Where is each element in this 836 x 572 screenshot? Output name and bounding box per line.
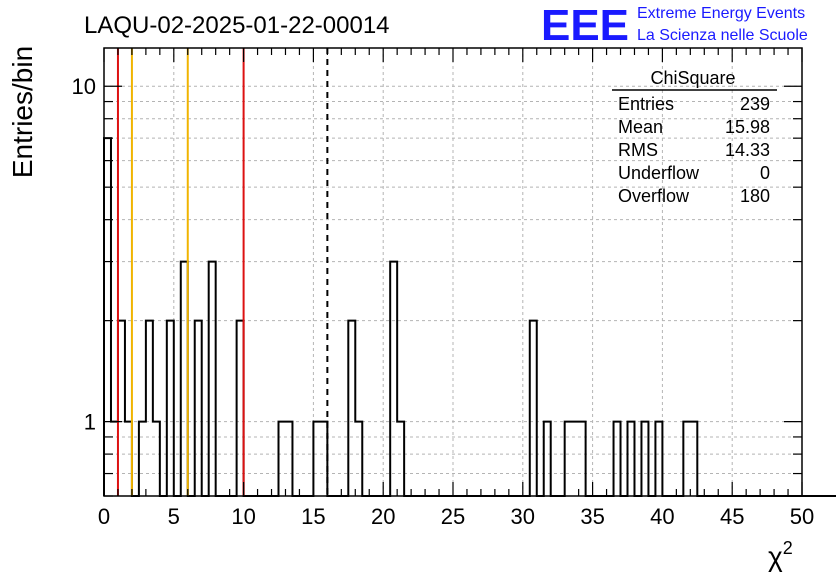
eee-logo-line2: La Scienza nelle Scuole <box>637 27 808 44</box>
x-tick-label: 40 <box>650 504 674 529</box>
x-tick-label: 10 <box>231 504 255 529</box>
stats-rows: Entries 239 Mean 15.98 RMS 14.33 Underflow 0 Ove… <box>618 94 770 206</box>
eee-logo: EEE Extreme Energy Events La Scienza nel… <box>541 1 808 50</box>
x-tick-label: 45 <box>720 504 744 529</box>
stats-row-label: Entries <box>618 94 674 114</box>
x-tick-label: 5 <box>168 504 180 529</box>
stats-row-label: Overflow <box>618 186 690 206</box>
x-tick-label: 35 <box>580 504 604 529</box>
stats-row-value: 14.33 <box>725 140 770 160</box>
x-axis-label-base: χ <box>768 541 783 572</box>
stats-row-value: 0 <box>760 163 770 183</box>
y-axis-label: Entries/bin <box>7 46 38 178</box>
x-tick-label: 25 <box>441 504 465 529</box>
eee-logo-line1: Extreme Energy Events <box>637 5 805 22</box>
stats-row-label: Underflow <box>618 163 700 183</box>
axes: 0 5 10 15 20 25 30 35 40 45 50 1 10 <box>72 47 814 529</box>
x-tick-label: 0 <box>98 504 110 529</box>
stats-row-value: 15.98 <box>725 117 770 137</box>
x-tick-label: 15 <box>301 504 325 529</box>
stats-row-label: RMS <box>618 140 658 160</box>
x-tick-label: 50 <box>790 504 814 529</box>
stats-row-label: Mean <box>618 117 663 137</box>
stats-row-value: 180 <box>740 186 770 206</box>
x-tick-label: 20 <box>371 504 395 529</box>
x-axis-label-superscript: 2 <box>783 538 793 558</box>
x-tick-label: 30 <box>511 504 535 529</box>
y-tick-label: 10 <box>72 74 96 99</box>
x-axis-label: χ2 <box>768 538 793 572</box>
stats-row-value: 239 <box>740 94 770 114</box>
run-title: LAQU-02-2025-01-22-00014 <box>84 12 390 39</box>
stats-box: ChiSquare Entries 239 Mean 15.98 RMS 14.33 Und… <box>612 68 777 206</box>
stats-box-title: ChiSquare <box>650 68 735 88</box>
eee-logo-letters: EEE <box>541 1 629 50</box>
y-tick-label: 1 <box>84 410 96 435</box>
